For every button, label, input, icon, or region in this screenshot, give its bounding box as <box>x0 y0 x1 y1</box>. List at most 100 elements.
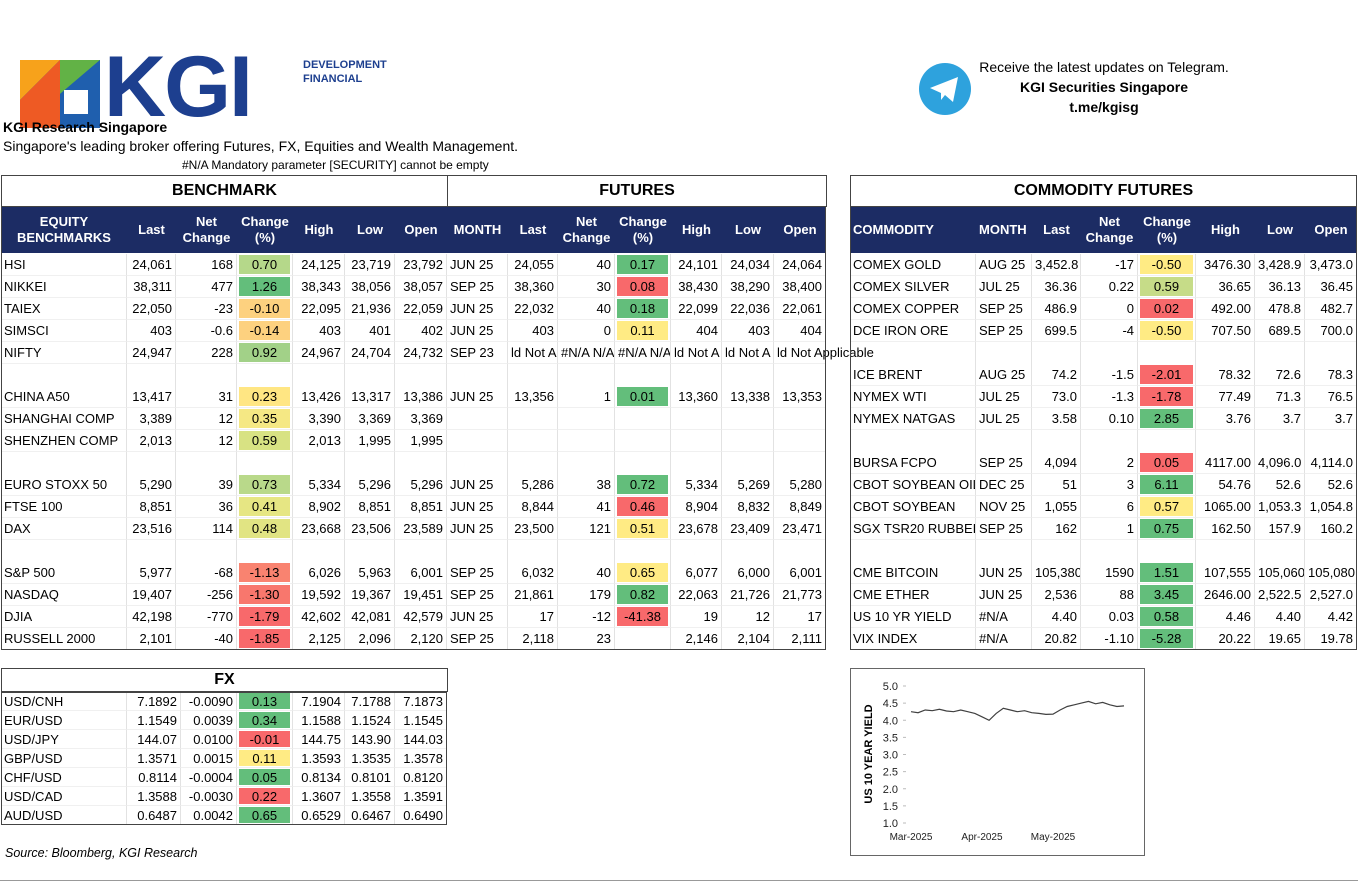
y-tick-label: 1.5 <box>883 801 898 813</box>
table-cell: 3,369 <box>395 408 447 430</box>
logo-text: KGI <box>104 39 253 135</box>
table-cell: JUL 25 <box>976 408 1032 430</box>
table-cell: 3,390 <box>293 408 345 430</box>
table-cell: 0.0100 <box>181 730 237 749</box>
telegram-link[interactable]: t.me/kgisg <box>1069 99 1139 115</box>
empty-cell <box>774 408 826 430</box>
table-cell: GBP/USD <box>1 749 127 768</box>
table-cell: NYMEX NATGAS <box>850 408 976 430</box>
table-cell: VIX INDEX <box>850 628 976 650</box>
column-header: Last <box>508 206 558 253</box>
table-cell: 5,290 <box>127 474 176 496</box>
table-cell: 2,111 <box>774 628 826 650</box>
empty-cell <box>345 540 395 562</box>
table-cell: 8,851 <box>127 496 176 518</box>
table-cell: 4,096.0 <box>1255 452 1305 474</box>
table-cell: 3.45 <box>1138 584 1196 606</box>
column-header: Open <box>774 206 826 253</box>
table-cell: 0.17 <box>615 254 671 276</box>
table-cell: 403 <box>508 320 558 342</box>
table-cell: -0.0004 <box>181 768 237 787</box>
telegram-text: KGI Securities Singapore <box>1019 79 1189 95</box>
table-cell: 38,343 <box>293 276 345 298</box>
table-cell: 0.03 <box>1081 606 1138 628</box>
empty-cell <box>395 452 447 474</box>
table-cell: 0.22 <box>237 787 293 806</box>
empty-cell <box>1 364 127 386</box>
x-tick-label: May-2025 <box>1031 832 1076 843</box>
table-cell: 5,269 <box>722 474 774 496</box>
table-cell: 1.3558 <box>345 787 395 806</box>
table-cell: 54.76 <box>1196 474 1255 496</box>
table-cell: NIFTY <box>1 342 127 364</box>
table-cell: -256 <box>176 584 237 606</box>
empty-cell <box>293 452 345 474</box>
table-cell: 168 <box>176 254 237 276</box>
table-cell: 39 <box>176 474 237 496</box>
table-cell: 114 <box>176 518 237 540</box>
table-cell: 144.03 <box>395 730 447 749</box>
table-cell: 36.36 <box>1032 276 1081 298</box>
table-cell: 24,732 <box>395 342 447 364</box>
table-cell: 0.8114 <box>127 768 181 787</box>
y-tick-label: 1.0 <box>883 818 898 830</box>
x-tick-label: Mar-2025 <box>890 832 933 843</box>
table-cell: 31 <box>176 386 237 408</box>
table-cell: 699.5 <box>1032 320 1081 342</box>
table-cell: 6 <box>1081 496 1138 518</box>
table-cell: ld Not A <box>671 342 722 364</box>
table-cell: 36.13 <box>1255 276 1305 298</box>
table-cell: 23,678 <box>671 518 722 540</box>
table-cell: 0.57 <box>1138 496 1196 518</box>
table-cell: 1.3578 <box>395 749 447 768</box>
table-cell: 24,947 <box>127 342 176 364</box>
column-header: Open <box>395 206 447 253</box>
table-cell: -0.50 <box>1138 320 1196 342</box>
table-cell: 0.6487 <box>127 806 181 825</box>
table-cell: 36.45 <box>1305 276 1357 298</box>
table-cell: 73.0 <box>1032 386 1081 408</box>
table-cell: 13,360 <box>671 386 722 408</box>
table-cell: AUG 25 <box>976 364 1032 386</box>
empty-cell <box>615 408 671 430</box>
table-cell: -40 <box>176 628 237 650</box>
table-cell: -0.0030 <box>181 787 237 806</box>
table-cell: -23 <box>176 298 237 320</box>
table-cell: SHANGHAI COMP <box>1 408 127 430</box>
table-cell: 21,726 <box>722 584 774 606</box>
table-cell: SEP 25 <box>976 518 1032 540</box>
table-cell: 24,704 <box>345 342 395 364</box>
table-cell: DCE IRON ORE <box>850 320 976 342</box>
table-cell: 19,407 <box>127 584 176 606</box>
empty-cell <box>671 540 722 562</box>
table-cell: 0.70 <box>237 254 293 276</box>
table-cell: 38,290 <box>722 276 774 298</box>
table-cell: 12 <box>176 430 237 452</box>
table-cell: 0.34 <box>237 711 293 730</box>
table-cell: 3476.30 <box>1196 254 1255 276</box>
table-cell: 23,792 <box>395 254 447 276</box>
telegram-text: Receive the latest updates on Telegram. <box>979 59 1229 75</box>
empty-cell <box>237 540 293 562</box>
table-cell: 0.58 <box>1138 606 1196 628</box>
table-cell: 21,936 <box>345 298 395 320</box>
empty-cell <box>774 452 826 474</box>
table-cell: 4,114.0 <box>1305 452 1357 474</box>
column-header: Low <box>722 206 774 253</box>
table-cell: -4 <box>1081 320 1138 342</box>
table-cell: 22,099 <box>671 298 722 320</box>
table-cell: 2,118 <box>508 628 558 650</box>
table-cell: COMEX COPPER <box>850 298 976 320</box>
table-cell: 8,844 <box>508 496 558 518</box>
table-cell: -0.01 <box>237 730 293 749</box>
table-cell: 23 <box>558 628 615 650</box>
table-cell: 1.3593 <box>293 749 345 768</box>
table-cell: #N/A N/A <box>558 342 615 364</box>
empty-cell <box>176 364 237 386</box>
empty-cell <box>345 452 395 474</box>
table-cell: 38,400 <box>774 276 826 298</box>
empty-cell <box>1032 342 1081 364</box>
empty-cell <box>1081 342 1138 364</box>
table-cell: HSI <box>1 254 127 276</box>
